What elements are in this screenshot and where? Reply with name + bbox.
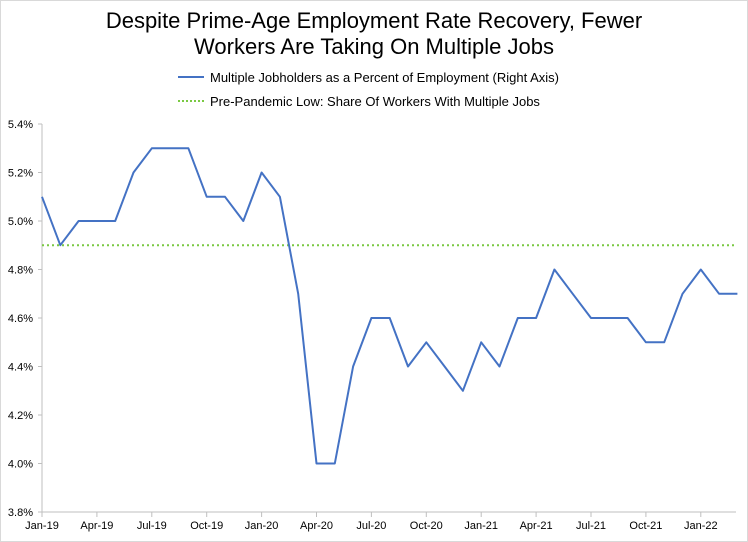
x-tick-label: Jul-21 [576, 520, 606, 532]
legend-label-reference: Pre-Pandemic Low: Share Of Workers With … [210, 93, 540, 109]
legend-item-reference: Pre-Pandemic Low: Share Of Workers With … [178, 92, 540, 110]
legend-swatch-reference [178, 100, 204, 102]
y-tick-label: 4.2% [8, 410, 33, 422]
y-tick-label: 4.8% [8, 265, 33, 277]
chart-title-line-1: Despite Prime-Age Employment Rate Recove… [105, 8, 643, 33]
x-tick-label: Apr-20 [300, 520, 333, 532]
y-tick-label: 5.2% [8, 168, 33, 180]
y-axis: 3.8% 4.0% 4.2% 4.4% 4.6% 4.8% 5.0% 5.2% 5.4% [8, 119, 43, 519]
x-tick-label: Jan-20 [245, 520, 279, 532]
x-tick-label: Apr-19 [80, 520, 113, 532]
plot-area [41, 147, 738, 465]
legend-label-series: Multiple Jobholders as a Percent of Empl… [210, 69, 559, 85]
legend-swatch-series [178, 76, 204, 78]
x-tick-label: Oct-19 [190, 520, 223, 532]
x-tick-label: Oct-21 [629, 520, 662, 532]
x-tick-label: Apr-21 [520, 520, 553, 532]
y-tick-label: 4.6% [8, 313, 33, 325]
y-tick-label: 4.0% [8, 459, 33, 471]
x-axis: Jan-19 Apr-19 Jul-19 Oct-19 Jan-20 Apr-20 Jul-… [25, 511, 736, 532]
x-tick-label: Jan-21 [464, 520, 498, 532]
chart-title: Despite Prime-Age Employment Rate Recove… [0, 8, 748, 60]
y-tick-label: 5.4% [8, 119, 33, 131]
y-tick-label: 5.0% [8, 216, 33, 228]
x-tick-label: Jan-19 [25, 520, 59, 532]
x-tick-label: Jan-22 [684, 520, 718, 532]
x-tick-label: Jul-19 [137, 520, 167, 532]
chart-title-line-2: Workers Are Taking On Multiple Jobs [194, 34, 554, 59]
legend-item-series: Multiple Jobholders as a Percent of Empl… [178, 68, 559, 86]
y-tick-label: 4.4% [8, 362, 33, 374]
x-tick-label: Oct-20 [410, 520, 443, 532]
y-tick-label: 3.8% [8, 507, 33, 519]
series-line-multiple-jobholders [41, 147, 738, 465]
x-tick-label: Jul-20 [356, 520, 386, 532]
